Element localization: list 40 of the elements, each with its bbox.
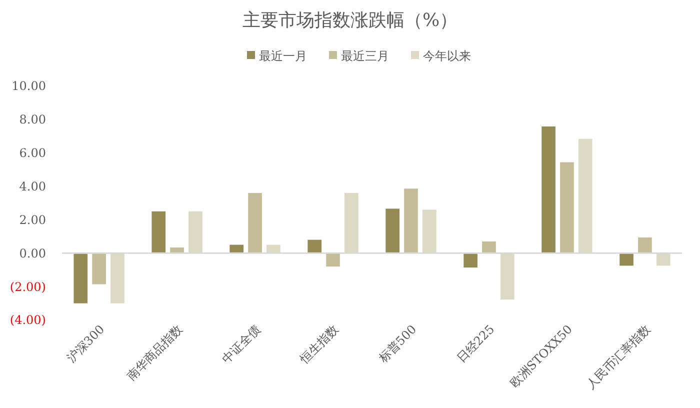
bar (92, 253, 106, 284)
bar (188, 211, 202, 254)
bar (308, 240, 322, 254)
y-tick-label: (2.00) (10, 280, 46, 294)
bar (344, 192, 358, 254)
bar (152, 211, 166, 254)
bar (638, 237, 652, 254)
bar (422, 210, 436, 254)
legend-label: 最近三月 (341, 49, 389, 63)
x-tick-label: 恒生指数 (296, 322, 342, 367)
bar (386, 208, 400, 254)
bar (656, 253, 670, 266)
legend-label: 最近一月 (259, 49, 307, 63)
y-tick-label: 2.00 (19, 212, 46, 227)
y-tick-label: 10.00 (12, 79, 46, 94)
bar (542, 126, 556, 254)
y-tick-label: (4.00) (10, 313, 46, 328)
x-tick-label: 人民币汇率指数 (584, 322, 654, 392)
bar (500, 253, 514, 300)
bar (74, 253, 88, 304)
y-tick-label: 6.00 (19, 146, 46, 160)
bar (248, 192, 262, 254)
x-tick-label: 标普500 (375, 322, 420, 366)
bar (560, 162, 574, 254)
bar (326, 253, 340, 267)
bar (230, 244, 244, 254)
bar (482, 241, 496, 254)
legend-label: 今年以来 (423, 49, 471, 63)
bar (578, 138, 592, 254)
bar (404, 188, 418, 254)
x-tick-label: 南华商品指数 (124, 322, 186, 384)
bar (464, 253, 478, 268)
bar (266, 244, 280, 254)
x-tick-label: 中证全债 (219, 322, 264, 366)
bar (110, 253, 124, 304)
y-tick-label: 4.00 (19, 179, 46, 194)
chart-title: 主要市场指数涨跌幅（%） (242, 10, 458, 31)
y-tick-label: 0.00 (19, 246, 46, 260)
y-tick-label: 8.00 (19, 112, 46, 127)
bar (620, 253, 634, 266)
